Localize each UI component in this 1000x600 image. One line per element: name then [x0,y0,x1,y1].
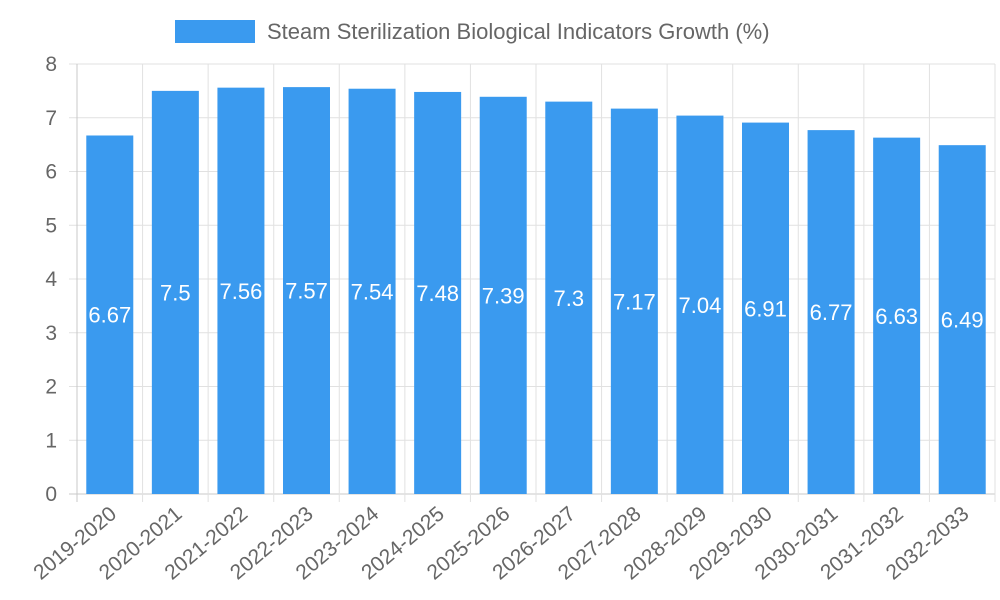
y-tick-label: 4 [45,268,57,291]
bar[interactable] [217,87,265,495]
y-tick-label: 6 [45,161,57,184]
bar-value-label: 6.63 [875,304,918,329]
bar-value-label: 6.49 [941,308,984,333]
bar[interactable] [807,130,855,495]
bar[interactable] [283,87,330,495]
y-tick-label: 0 [45,483,57,506]
bar-value-label: 7.56 [220,279,263,304]
y-tick-label: 1 [45,429,57,452]
bar-value-label: 7.57 [285,279,328,304]
bar-value-label: 6.77 [810,300,853,325]
x-axis-ticks: 2019-20202020-20212021-20222022-20232023… [29,502,973,584]
bar[interactable] [151,90,199,494]
bar-value-label: 7.54 [351,279,394,304]
gridlines [69,63,996,502]
bar[interactable] [938,145,986,494]
y-tick-label: 7 [45,107,57,130]
bar[interactable] [545,101,593,494]
bar[interactable] [479,96,527,494]
y-tick-label: 3 [45,322,57,345]
bar-value-label: 7.17 [613,289,656,314]
bar-value-label: 7.48 [416,281,459,306]
legend-label: Steam Sterilization Biological Indicator… [267,19,770,44]
bar[interactable] [86,135,134,495]
bars [86,87,986,495]
y-axis-ticks: 0 1 2 3 4 5 6 7 8 [45,53,57,506]
y-tick-label: 2 [45,376,57,399]
bar[interactable] [348,88,396,494]
legend[interactable]: Steam Sterilization Biological Indicator… [175,19,770,44]
data-labels: 6.67 7.5 7.56 7.57 7.54 7.48 7.39 7.3 7.17 7.04 6.… [88,279,983,333]
bar-value-label: 6.91 [744,296,787,321]
bar-value-label: 6.67 [88,303,131,328]
bar[interactable] [610,108,658,495]
bar-value-label: 7.5 [160,280,191,305]
legend-swatch [175,20,255,43]
bar[interactable] [414,91,462,494]
bar-value-label: 7.3 [553,286,584,311]
bar-value-label: 7.39 [482,283,525,308]
bar[interactable] [873,137,921,494]
bar[interactable] [742,122,789,495]
bar-value-label: 7.04 [679,293,722,318]
bar[interactable] [676,115,724,494]
y-tick-label: 5 [45,214,57,237]
y-tick-label: 8 [45,53,57,76]
